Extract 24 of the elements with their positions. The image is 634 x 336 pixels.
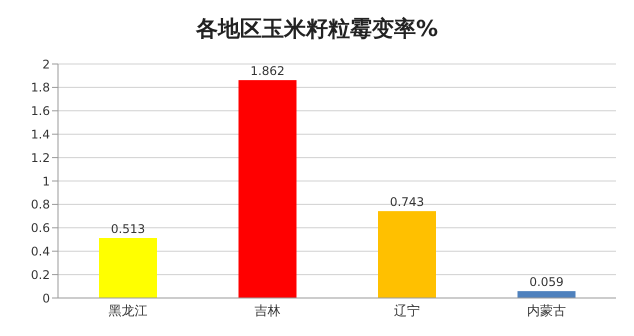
x-tick-label: 黑龙江 [108,304,148,320]
bar [238,80,296,298]
y-tick-label: 0.8 [30,198,50,212]
y-tick-label: 2 [42,57,50,72]
y-tick-label: 1.2 [30,150,50,165]
y-tick-label: 1.6 [30,104,50,118]
x-tick-label: 内蒙古 [526,304,566,320]
y-tick-label: 0.6 [30,221,50,236]
x-tick-label: 吉林 [254,304,280,320]
data-label: 0.743 [390,195,424,210]
y-tick-label: 1.8 [30,80,50,95]
y-tick-label: 1.4 [30,127,50,142]
bar [518,291,576,298]
y-tick-label: 1 [42,174,50,188]
x-tick-label: 辽宁 [394,303,420,320]
y-tick-label: 0.2 [30,268,50,282]
data-label: 0.513 [110,222,146,236]
bar [99,238,157,298]
bar [378,211,436,298]
chart-title: 各地区玉米籽粒霉变率% [194,16,440,44]
y-tick-label: 0 [42,291,50,306]
data-label: 1.862 [250,64,285,78]
data-label: 0.059 [529,275,564,290]
y-tick-label: 0.4 [30,244,50,258]
